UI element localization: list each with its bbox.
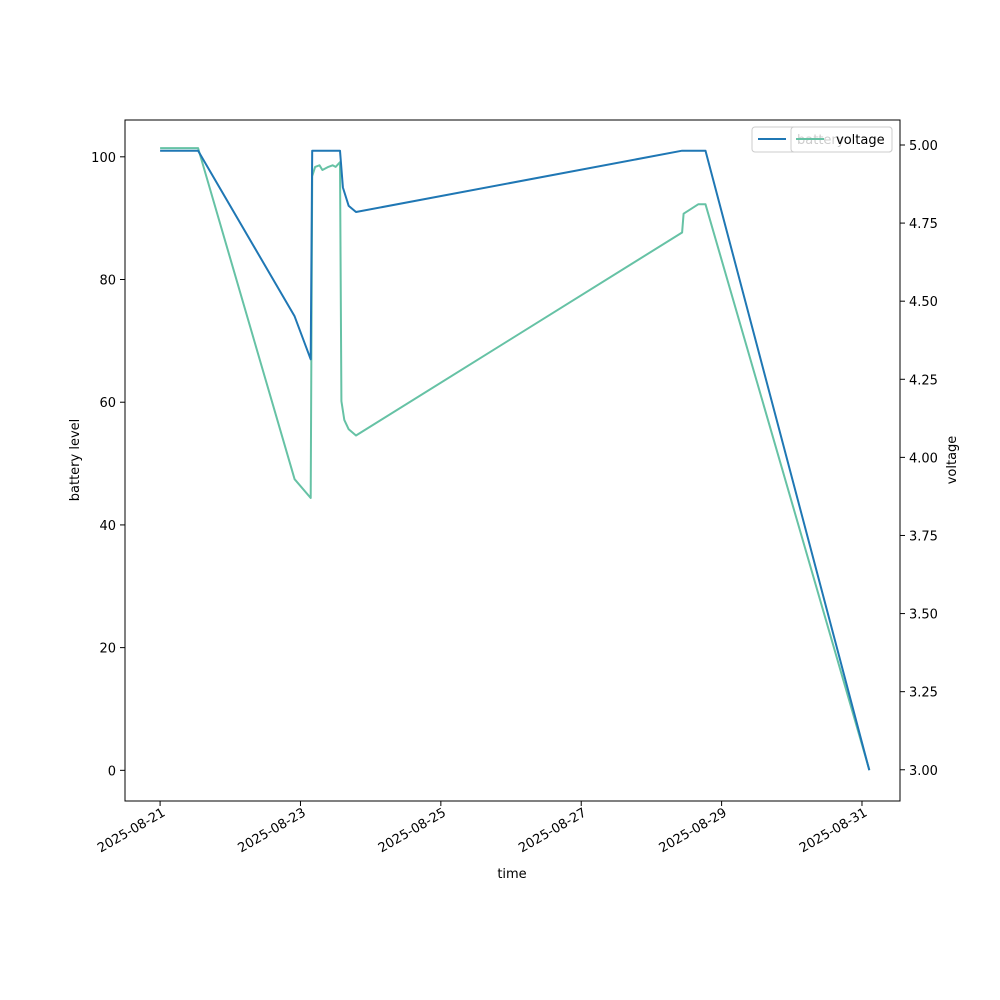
y2-tick-label: 4.25 [909,373,938,388]
y-axis-left: 0 20 40 60 80 100 [91,151,125,779]
legend-voltage-label: voltage [836,133,885,148]
y-tick-label: 0 [108,764,116,779]
series-voltage-line [160,147,871,771]
y2-tick-label: 4.75 [909,217,938,232]
y-tick-label: 20 [99,642,116,657]
y-tick-label: 40 [99,519,116,534]
y-axis-label: battery level [68,419,83,502]
y-tick-label: 100 [91,151,116,166]
y2-tick-label: 4.50 [909,295,938,310]
x-axis-label: time [497,867,526,882]
legend-voltage: voltage [790,126,893,153]
axes-frame [124,119,901,802]
y2-tick-label: 3.25 [909,686,938,701]
legend-voltage-box [790,126,893,153]
y2-axis-label: voltage [945,436,960,485]
y2-tick-label: 4.00 [909,451,938,466]
series-battery-line [160,149,871,771]
y2-tick-label: 3.50 [909,608,938,623]
y-axis-right: 3.00 3.25 3.50 3.75 4.00 4.25 4.50 4.75 5.00 [900,139,938,779]
y2-tick-label: 3.00 [909,764,938,779]
plot-area [160,147,871,771]
y2-tick-label: 3.75 [909,529,938,544]
y2-tick-label: 5.00 [909,139,938,154]
y-tick-label: 60 [99,396,116,411]
y-tick-label: 80 [99,274,116,289]
